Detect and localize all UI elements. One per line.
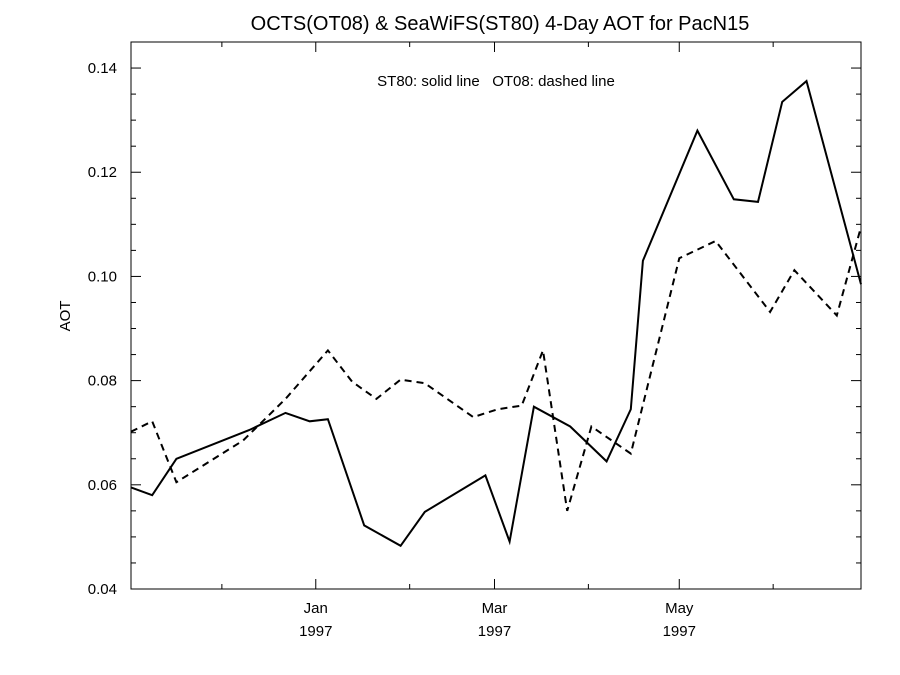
y-tick-label: 0.12 bbox=[88, 164, 117, 181]
x-tick-month: Mar bbox=[482, 600, 508, 617]
x-tick-year: 1997 bbox=[299, 623, 332, 640]
y-tick-label: 0.14 bbox=[88, 60, 117, 77]
y-axis-label: AOT bbox=[57, 301, 74, 332]
series-layer bbox=[130, 79, 862, 548]
y-tick-label: 0.08 bbox=[88, 373, 117, 390]
series-line-ot08 bbox=[130, 226, 862, 512]
x-tick-month: May bbox=[665, 600, 694, 617]
y-tick-label: 0.06 bbox=[88, 477, 117, 494]
x-tick-year: 1997 bbox=[478, 623, 511, 640]
y-tick-label: 0.04 bbox=[88, 581, 117, 598]
y-tick-label: 0.10 bbox=[88, 268, 117, 285]
tick-labels: 0.04 0.06 0.08 0.10 0.12 0.14 Jan 1997 Mar 1997 Ma… bbox=[88, 60, 696, 640]
x-tick-month: Jan bbox=[304, 600, 328, 617]
legend-text: ST80: solid line OT08: dashed line bbox=[377, 73, 615, 90]
series-line-st80 bbox=[130, 79, 862, 548]
axis-ticks bbox=[131, 41, 861, 590]
plot-frame bbox=[130, 41, 862, 590]
chart-title: OCTS(OT08) & SeaWiFS(ST80) 4-Day AOT for… bbox=[251, 13, 750, 35]
x-tick-year: 1997 bbox=[663, 623, 696, 640]
